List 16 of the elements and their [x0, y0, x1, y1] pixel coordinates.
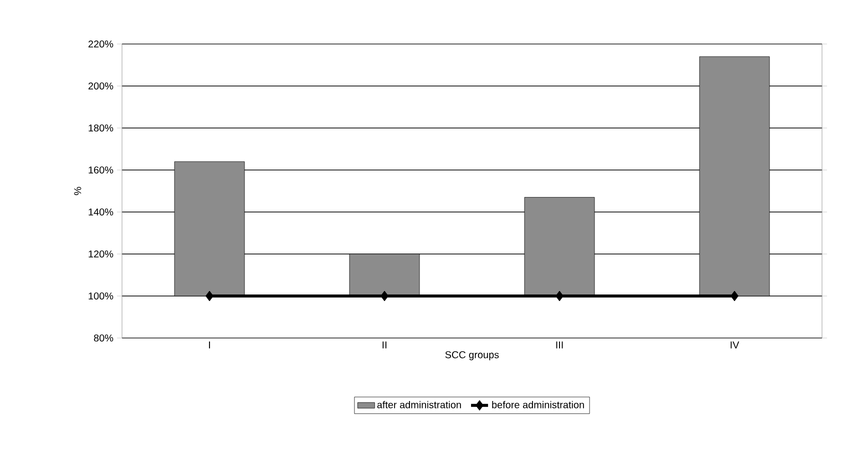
legend-label: after administration — [377, 400, 461, 408]
y-tick-label: 140% — [88, 208, 114, 216]
x-axis-title: SCC groups — [445, 351, 499, 360]
x-tick-label: II — [382, 342, 386, 348]
x-tick-label: IV — [730, 342, 740, 348]
y-tick-label: 100% — [88, 292, 114, 300]
y-tick-label: 120% — [88, 250, 114, 258]
x-tick-label: III — [556, 342, 563, 348]
x-tick-label: I — [209, 342, 210, 348]
y-tick-label: 200% — [88, 82, 114, 90]
y-axis-title: % — [74, 186, 82, 196]
y-tick-label: 220% — [88, 40, 114, 48]
y-tick-label: 80% — [94, 334, 114, 342]
legend-label: before administration — [492, 400, 584, 408]
y-tick-label: 160% — [88, 166, 114, 174]
y-tick-label: 180% — [88, 124, 114, 132]
